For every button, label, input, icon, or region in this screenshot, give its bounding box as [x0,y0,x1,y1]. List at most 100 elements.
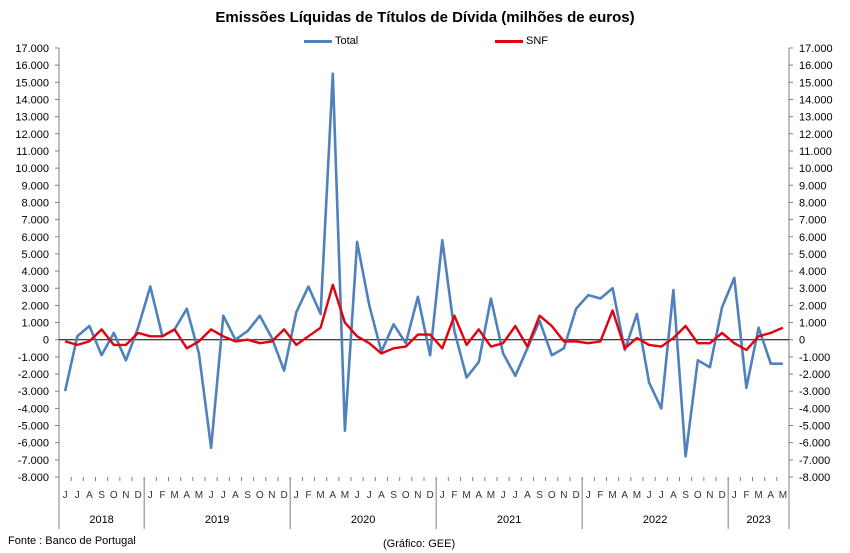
x-year-label: 2022 [643,514,667,526]
x-month-label: A [475,490,482,501]
y-tick-label-left: 14.000 [15,94,49,106]
y-tick-label-right: 14.000 [799,94,833,106]
x-year-label: 2018 [89,514,113,526]
y-tick-label-left: 5.000 [21,249,49,261]
y-tick-label-right: 9.000 [799,180,827,192]
y-tick-label-left: 11.000 [16,146,49,158]
legend-label-snf: SNF [526,35,548,47]
x-month-label: A [670,490,677,501]
x-month-label: N [414,490,421,501]
y-tick-label-left: -4.000 [18,403,49,415]
x-month-label: M [608,490,616,501]
y-tick-label-left: 4.000 [21,266,49,278]
legend-total: Total [304,35,358,47]
x-month-label: A [767,490,774,501]
y-tick-label-right: -2.000 [799,369,830,381]
x-month-label: J [355,490,360,501]
y-tick-label-left: 15.000 [15,77,49,89]
y-tick-label-left: -5.000 [18,421,49,433]
x-month-label: J [732,490,737,501]
x-month-label: F [597,490,603,501]
y-tick-label-right: 1.000 [799,318,827,330]
x-year-label: 2023 [746,514,770,526]
y-tick-label-right: 17.000 [799,43,833,55]
y-tick-label-right: -3.000 [799,386,830,398]
y-tick-label-right: 13.000 [799,112,833,124]
legend-swatch-total [304,39,332,43]
y-tick-label-right: -6.000 [799,438,830,450]
x-month-label: A [86,490,93,501]
x-month-label: M [754,490,762,501]
x-month-label: M [170,490,178,501]
y-tick-label-left: -3.000 [18,386,49,398]
x-month-label: D [718,490,725,501]
y-tick-label-right: 7.000 [799,215,827,227]
x-month-label: O [110,490,118,501]
y-tick-label-left: 2.000 [21,300,49,312]
x-month-label: M [195,490,203,501]
x-month-label: J [513,490,518,501]
x-year-label: 2019 [205,514,229,526]
x-month-label: J [75,490,80,501]
x-month-label: J [209,490,214,501]
x-month-label: N [268,490,275,501]
x-year-label: 2020 [351,514,375,526]
y-tick-label-right: 5.000 [799,249,827,261]
x-month-label: M [462,490,470,501]
x-month-label: N [706,490,713,501]
y-tick-label-left: -2.000 [18,369,49,381]
y-tick-label-right: 12.000 [799,129,833,141]
x-month-label: O [548,490,556,501]
x-month-label: F [451,490,457,501]
x-month-label: J [440,490,445,501]
y-tick-label-right: 2.000 [799,300,827,312]
x-month-label: D [572,490,579,501]
y-tick-label-left: 17.000 [15,43,49,55]
x-month-label: J [501,490,506,501]
x-month-label: O [256,490,264,501]
x-month-label: A [621,490,628,501]
y-tick-label-right: 0 [799,335,805,347]
y-tick-label-left: -1.000 [18,352,49,364]
x-month-label: A [524,490,531,501]
x-month-label: M [633,490,641,501]
x-month-label: J [294,490,299,501]
y-tick-label-left: 6.000 [21,232,49,244]
x-month-label: N [122,490,129,501]
x-month-label: M [779,490,787,501]
x-month-label: O [402,490,410,501]
x-month-label: J [63,490,68,501]
x-month-label: F [743,490,749,501]
y-tick-label-right: -5.000 [799,421,830,433]
x-month-label: D [280,490,287,501]
y-tick-label-left: 12.000 [15,129,49,141]
x-month-label: S [390,490,397,501]
chart-title: Emissões Líquidas de Títulos de Dívida (… [215,9,635,26]
x-month-label: A [329,490,336,501]
y-tick-label-right: 8.000 [799,197,827,209]
series-line-total [63,72,783,458]
y-tick-label-right: 4.000 [799,266,827,278]
x-year-label: 2021 [497,514,521,526]
x-month-label: J [647,490,652,501]
y-tick-label-right: 11.000 [799,146,832,158]
y-tick-label-right: 3.000 [799,283,827,295]
y-tick-label-right: -7.000 [799,455,830,467]
y-tick-label-right: -8.000 [799,472,830,484]
y-tick-label-left: 3.000 [21,283,49,295]
x-month-label: S [682,490,689,501]
x-month-label: M [341,490,349,501]
x-month-label: S [536,490,543,501]
y-tick-label-right: 16.000 [799,60,833,72]
source-note: Fonte : Banco de Portugal [8,535,136,547]
x-month-label: J [221,490,226,501]
x-month-label: J [367,490,372,501]
legend-snf: SNF [495,35,548,47]
x-month-label: A [183,490,190,501]
x-month-label: D [426,490,433,501]
y-tick-label-left: 7.000 [21,215,49,227]
y-tick-label-left: 10.000 [15,163,49,175]
x-month-label: F [159,490,165,501]
y-tick-label-left: 1.000 [21,318,49,330]
